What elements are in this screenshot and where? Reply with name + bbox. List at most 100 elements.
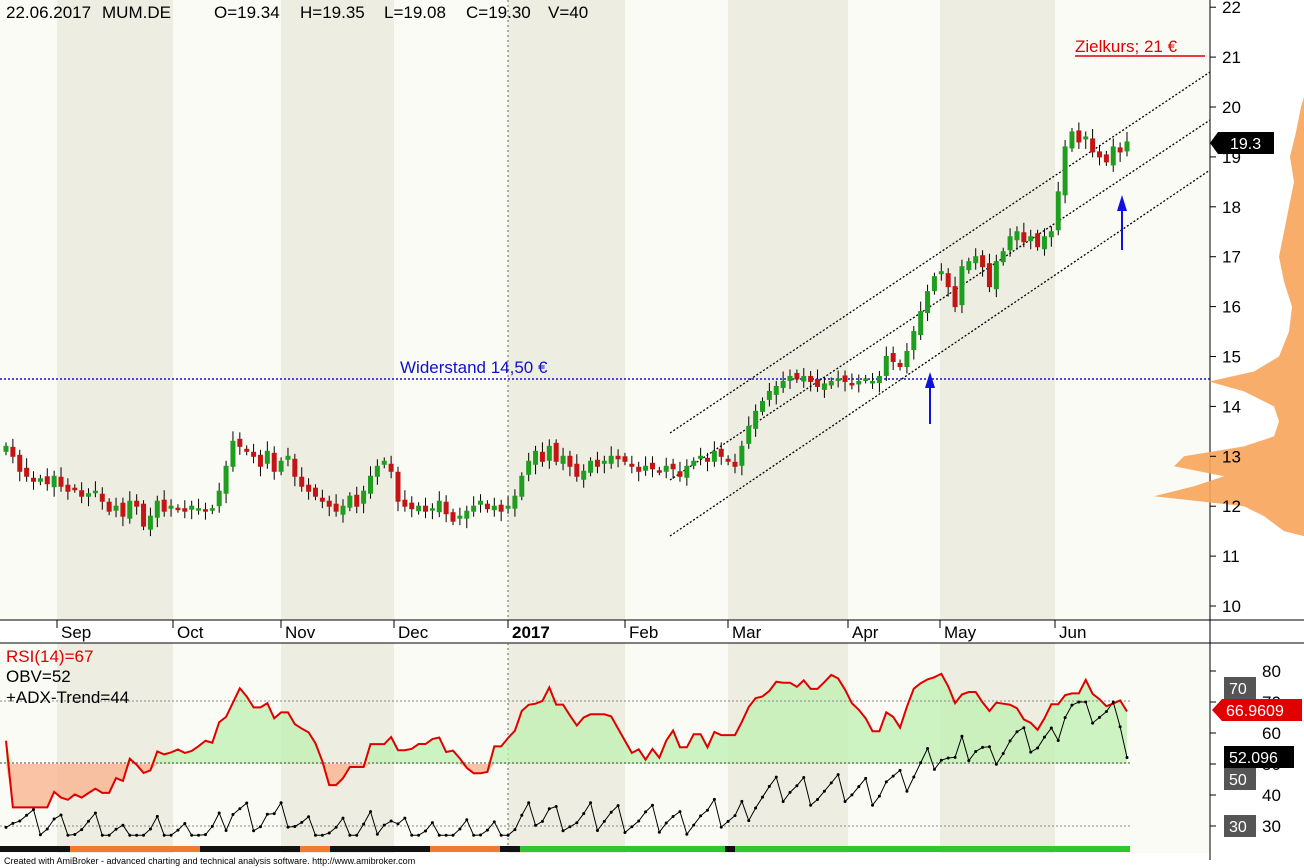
- candle-body: [216, 490, 222, 507]
- obv-point: [245, 801, 249, 805]
- adx-segment: [500, 846, 520, 852]
- obv-point: [107, 833, 111, 837]
- obv-point: [396, 822, 400, 826]
- candle-body: [931, 276, 937, 292]
- obv-point: [479, 833, 483, 837]
- candle-body: [367, 475, 373, 494]
- candle-body: [347, 495, 353, 508]
- obv-point: [602, 819, 606, 823]
- candle-body: [828, 380, 834, 386]
- obv-point: [534, 823, 538, 827]
- candle-body: [416, 505, 422, 512]
- candle-body: [760, 400, 766, 412]
- obv-point: [816, 797, 820, 801]
- channel-line: [669, 71, 1211, 434]
- obv-point: [265, 812, 269, 816]
- candle-body: [794, 372, 800, 380]
- candle-body: [37, 478, 43, 482]
- channel-line: [669, 119, 1211, 481]
- obv-point: [850, 793, 854, 797]
- candle-body: [1083, 136, 1089, 140]
- candle-body: [196, 508, 202, 511]
- rsi-fill-below: [6, 764, 1127, 808]
- candle-body: [904, 351, 910, 367]
- obv-point: [774, 775, 778, 779]
- candle-body: [168, 505, 174, 509]
- rsi-value-tag: 66.9609: [1212, 699, 1302, 721]
- obv-point: [1036, 746, 1040, 750]
- candle-body: [127, 500, 133, 519]
- candle-body: [409, 502, 415, 510]
- candle-body: [24, 467, 30, 477]
- candlestick-series: [3, 122, 1130, 537]
- obv-point: [32, 808, 36, 812]
- candle-body: [423, 505, 429, 512]
- obv-point: [375, 832, 379, 836]
- candle-body: [278, 460, 284, 472]
- candle-body: [704, 457, 710, 462]
- obv-point: [334, 825, 338, 829]
- candle-body: [1041, 236, 1047, 250]
- price-tick-label: 12: [1222, 497, 1241, 516]
- obv-point: [960, 734, 964, 738]
- obv-point: [740, 799, 744, 803]
- svg-text:50: 50: [1229, 772, 1247, 789]
- candle-body: [1124, 141, 1130, 152]
- obv-point: [87, 819, 91, 823]
- adx-segment: [430, 846, 500, 852]
- candle-body: [581, 470, 587, 480]
- obv-point: [905, 789, 909, 793]
- header-open: O=19.34: [214, 3, 280, 22]
- obv-point: [1008, 739, 1012, 743]
- candle-body: [533, 450, 539, 465]
- candle-body: [1096, 151, 1102, 158]
- candle-body: [732, 461, 738, 467]
- obv-point: [822, 789, 826, 793]
- candle-body: [92, 490, 98, 494]
- month-label: May: [944, 623, 977, 642]
- candle-body: [835, 378, 841, 381]
- obv-point: [458, 827, 462, 831]
- obv-point: [252, 829, 256, 833]
- candle-body: [1110, 146, 1116, 166]
- candle-body: [753, 410, 759, 429]
- candle-body: [374, 465, 380, 477]
- obv-point: [307, 815, 311, 819]
- candle-body: [684, 465, 690, 478]
- obv-point: [100, 833, 104, 837]
- adx-trend-bar: [0, 846, 1130, 852]
- obv-point: [190, 833, 194, 837]
- price-tick-label: 14: [1222, 397, 1241, 416]
- obv-point: [142, 833, 146, 837]
- obv-point: [932, 767, 936, 771]
- candle-body: [691, 460, 697, 466]
- obv-line: [4, 700, 1129, 837]
- candle-body: [883, 356, 889, 376]
- candle-body: [643, 465, 649, 471]
- obv-point: [575, 821, 579, 825]
- price-tick-label: 11: [1222, 547, 1240, 566]
- candle-body: [333, 503, 339, 512]
- candle-body: [1069, 131, 1075, 149]
- candle-body: [1103, 154, 1109, 163]
- candle-body: [1090, 138, 1096, 153]
- level-30-tag: 30: [1224, 815, 1256, 837]
- candle-body: [189, 505, 195, 510]
- candle-body: [925, 291, 931, 314]
- candle-body: [457, 515, 463, 519]
- obv-point: [843, 800, 847, 804]
- candle-body: [663, 465, 669, 472]
- candle-body: [938, 271, 944, 275]
- rsi-label: RSI(14)=67: [6, 647, 93, 666]
- obv-point: [657, 830, 661, 834]
- candle-body: [464, 510, 470, 519]
- obv-point: [685, 832, 689, 836]
- obv-point: [630, 825, 634, 829]
- candle-body: [560, 455, 566, 464]
- candle-body: [718, 448, 724, 457]
- obv-point: [664, 821, 668, 825]
- last-price-value: 19.3: [1230, 136, 1261, 153]
- obv-point: [155, 814, 159, 818]
